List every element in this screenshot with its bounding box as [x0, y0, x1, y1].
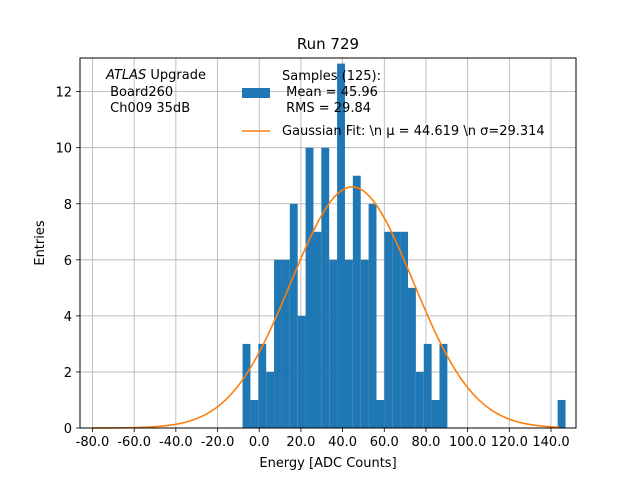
legend-samples-line-1: Samples (125):	[282, 69, 381, 84]
annotation-line-3: Ch009 35dB	[106, 101, 190, 116]
x-tick-label-6: 40.0	[328, 435, 357, 450]
histogram-bar-15	[360, 259, 369, 428]
histogram-bar-12	[337, 63, 345, 429]
x-tick-label-4: 0.0	[249, 435, 270, 450]
histogram-bar-10	[321, 147, 330, 429]
legend-swatch-samples	[242, 88, 270, 98]
legend-samples-line-2: Mean = 45.96	[282, 85, 378, 100]
histogram-bar-23	[423, 343, 432, 428]
histogram-bar-6	[289, 203, 298, 428]
histogram-bar-0	[242, 343, 251, 428]
histogram-bar-20	[400, 231, 408, 428]
y-tick-label-4: 8	[64, 198, 72, 213]
legend-fit-label: Gaussian Fit: \n μ = 44.619 \n σ=29.314	[282, 124, 545, 139]
histogram-bar-40	[557, 399, 566, 428]
x-axis-label: Energy [ADC Counts]	[259, 456, 396, 471]
y-axis-ticks: 0 2 4 6 8 10 12	[55, 86, 80, 437]
gaussian-fit	[92, 186, 560, 429]
histogram-bar-25	[439, 343, 448, 428]
y-tick-label-5: 10	[55, 142, 72, 157]
histogram-bar-9	[313, 231, 322, 428]
histogram-bar-7	[297, 315, 306, 428]
annotation-line-1: ATLAS Upgrade	[105, 68, 206, 83]
y-tick-label-0: 0	[64, 422, 72, 437]
x-tick-label-10: 120.0	[491, 435, 528, 450]
x-tick-label-9: 100.0	[449, 435, 486, 450]
x-tick-label-3: -20.0	[201, 435, 235, 450]
annotation-upgrade: Upgrade	[146, 68, 206, 83]
annotation-atlas: ATLAS	[105, 68, 146, 83]
histogram-bar-5	[281, 259, 290, 428]
histogram-bar-22	[415, 371, 424, 428]
histogram-bar-14	[352, 175, 361, 428]
y-tick-label-1: 2	[64, 366, 72, 381]
x-axis-ticks: -80.0 -60.0 -40.0 -20.0 0.0 20.0 40.0 60.0 80.0 1…	[76, 428, 570, 450]
x-tick-label-11: 140.0	[532, 435, 569, 450]
histogram-bar-19	[392, 231, 401, 428]
atlas-annotation: ATLAS Upgrade Board260 Ch009 35dB	[105, 68, 206, 116]
x-tick-label-2: -40.0	[159, 435, 193, 450]
annotation-line-2: Board260	[106, 85, 173, 100]
histogram-bar-11	[329, 259, 338, 428]
histogram-bar-1	[250, 399, 259, 428]
legend-samples-line-3: RMS = 29.84	[282, 101, 371, 116]
histogram-bar-4	[274, 259, 282, 428]
y-tick-label-2: 4	[64, 310, 72, 325]
histogram-bar-16	[368, 203, 377, 428]
histogram-bar-17	[376, 399, 385, 428]
x-tick-label-8: 80.0	[411, 435, 440, 450]
histogram-bars	[242, 63, 566, 429]
histogram-bar-8	[305, 147, 314, 429]
chart-title: Run 729	[297, 35, 359, 53]
axes-frame	[79, 57, 577, 429]
histogram-bar-3	[266, 371, 275, 428]
histogram-bar-2	[258, 343, 267, 428]
histogram-bar-18	[384, 231, 393, 428]
y-tick-label-3: 6	[64, 254, 72, 269]
histogram-bar-24	[431, 399, 440, 428]
histogram-bar-13	[344, 259, 353, 428]
y-axis-label: Entries	[33, 220, 48, 266]
histogram-bar-21	[407, 287, 416, 428]
x-tick-label-5: 20.0	[286, 435, 315, 450]
gaussian-fit-curve	[92, 186, 560, 429]
x-tick-label-1: -60.0	[117, 435, 151, 450]
y-tick-label-6: 12	[55, 86, 72, 101]
legend: Samples (125): Mean = 45.96 RMS = 29.84 …	[242, 69, 545, 139]
x-tick-label-0: -80.0	[76, 435, 110, 450]
x-tick-label-7: 60.0	[370, 435, 399, 450]
